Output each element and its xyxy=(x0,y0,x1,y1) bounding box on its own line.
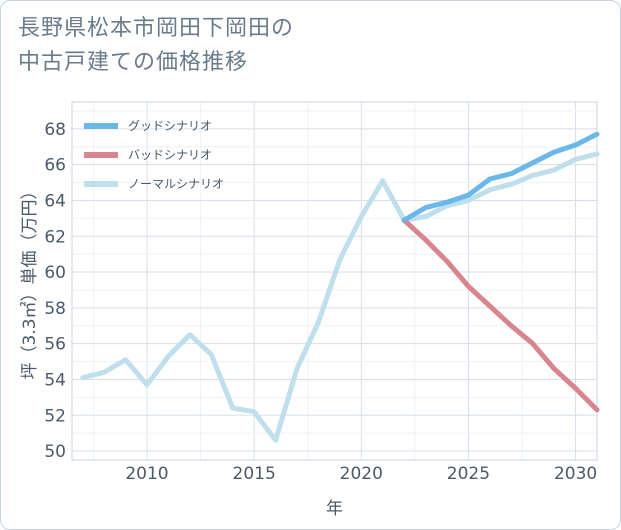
x-tick-label: 2020 xyxy=(340,464,383,484)
y-tick-label: 66 xyxy=(44,156,66,176)
legend-label-2: ノーマルシナリオ xyxy=(128,177,224,191)
series-line-0 xyxy=(401,131,600,223)
series-lines xyxy=(80,131,600,443)
chart-title: 長野県松本市岡田下岡田の 中古戸建ての価格推移 xyxy=(18,12,608,80)
series-line-2 xyxy=(80,151,600,443)
y-tick-label: 68 xyxy=(44,120,66,140)
chart-title-line-1: 長野県松本市岡田下岡田の xyxy=(18,16,295,41)
x-axis-label: 年 xyxy=(326,499,343,519)
y-tick-label: 56 xyxy=(44,335,66,355)
grid xyxy=(71,101,598,461)
x-tick-label: 2010 xyxy=(125,464,168,484)
legend-label-1: バッドシナリオ xyxy=(128,148,212,162)
y-tick-label: 52 xyxy=(44,406,66,426)
x-tick-label: 2030 xyxy=(554,464,597,484)
y-tick-label: 54 xyxy=(44,370,66,390)
plot-area xyxy=(71,101,598,461)
legend-label-0: グッドシナリオ xyxy=(128,119,212,133)
y-tick-label: 60 xyxy=(44,263,66,283)
series-line-1 xyxy=(401,217,600,413)
y-tick-label: 58 xyxy=(44,299,66,319)
chart-title-line-2: 中古戸建ての価格推移 xyxy=(18,50,249,75)
axis-ticks: 50 52 54 56 58 60 62 64 66 68 2010 2015 2020 2025 2030 xyxy=(44,120,597,484)
x-tick-label: 2025 xyxy=(447,464,490,484)
y-tick-label: 50 xyxy=(44,442,66,462)
y-tick-label: 64 xyxy=(44,191,66,211)
x-tick-label: 2015 xyxy=(233,464,276,484)
y-axis-label: 坪（3.3㎡）単価（万円） xyxy=(20,182,40,379)
y-tick-label: 62 xyxy=(44,227,66,247)
